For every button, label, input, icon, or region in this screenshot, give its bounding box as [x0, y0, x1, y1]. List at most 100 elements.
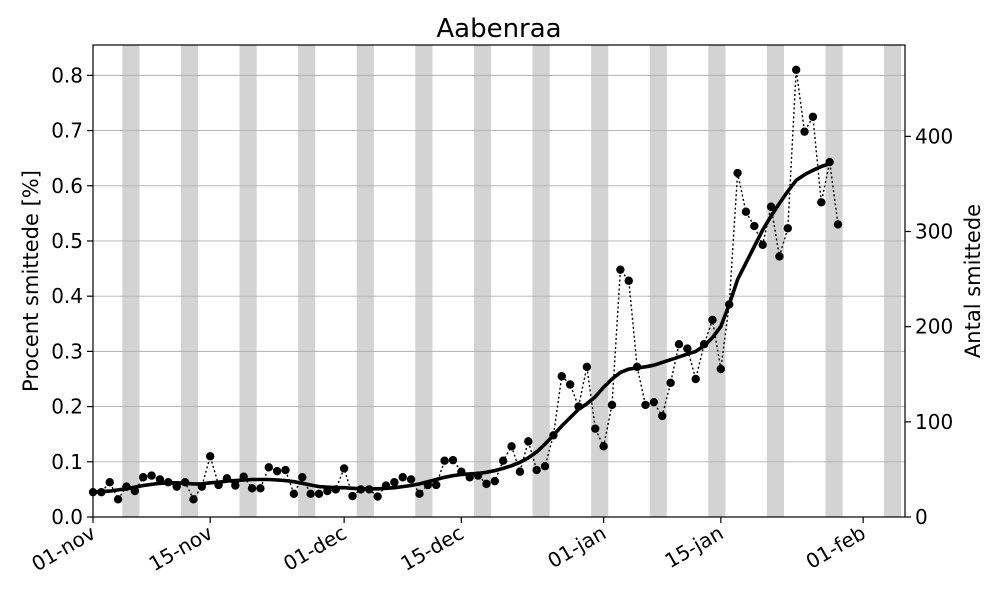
weekend-band: [884, 45, 902, 517]
data-point: [390, 478, 399, 487]
data-point: [532, 465, 541, 475]
y-tick-label: 0.3: [51, 339, 83, 363]
data-point: [147, 471, 156, 480]
data-point: [440, 456, 449, 465]
weekend-band: [122, 45, 140, 517]
data-point: [398, 473, 407, 482]
data-point: [498, 456, 508, 465]
data-point: [298, 473, 307, 482]
series-layer: [88, 65, 843, 504]
y-axis-right: 0 100 200 300 400: [905, 124, 953, 529]
weekend-band: [356, 45, 374, 517]
data-point: [348, 491, 357, 501]
y-tick-label: 0.6: [51, 174, 83, 198]
weekend-band: [473, 45, 492, 517]
weekend-band: [649, 45, 667, 517]
data-point: [264, 463, 273, 472]
y-tick-label: 0.8: [51, 63, 83, 87]
data-point: [591, 424, 600, 433]
data-point: [791, 65, 801, 75]
y2-tick-label: 300: [915, 220, 953, 244]
data-point: [272, 466, 282, 476]
plot-frame: [92, 44, 906, 518]
y2-tick-label: 400: [915, 124, 953, 148]
y2-tick-label: 0: [915, 505, 928, 529]
weekend-band: [415, 45, 433, 517]
data-point: [448, 455, 458, 465]
x-tick-label: 01-dec: [279, 521, 350, 576]
data-point: [339, 464, 349, 473]
data-point: [540, 462, 550, 471]
x-tick-label: 15-dec: [396, 521, 467, 576]
data-point: [775, 252, 784, 261]
data-point: [105, 478, 114, 487]
weekend-band: [708, 45, 726, 517]
weekend-band: [766, 45, 785, 517]
data-point: [683, 344, 692, 353]
data-point: [565, 380, 575, 389]
data-point: [708, 315, 717, 325]
data-point: [189, 495, 198, 504]
y-tick-label: 0.0: [51, 505, 83, 529]
weekend-band: [298, 45, 316, 517]
data-point: [482, 479, 491, 489]
data-point: [649, 397, 659, 407]
x-tick-label: 15-nov: [145, 520, 217, 576]
data-point: [817, 198, 826, 207]
x-axis: 01-nov 15-nov 01-dec 15-dec 01-jan 15-jan 01-f…: [27, 517, 870, 576]
data-point: [658, 411, 667, 421]
data-point: [783, 224, 793, 233]
data-point: [624, 276, 633, 285]
data-point: [113, 495, 123, 504]
data-point: [808, 112, 818, 121]
y-tick-label: 0.2: [51, 395, 83, 419]
weekend-shading: [122, 45, 902, 517]
x-tick-label: 01-jan: [543, 521, 610, 573]
chart-title: Aabenraa: [436, 14, 561, 44]
data-point: [231, 481, 240, 490]
data-point: [741, 207, 751, 216]
data-point: [557, 372, 566, 381]
data-point: [139, 473, 148, 482]
data-point: [733, 168, 742, 178]
weekend-band: [239, 45, 257, 517]
weekend-band: [825, 45, 843, 517]
data-point: [314, 489, 324, 499]
data-point: [406, 475, 416, 484]
data-point: [247, 484, 257, 493]
data-point: [607, 400, 617, 410]
y2-tick-label: 100: [915, 410, 953, 434]
data-point: [432, 480, 441, 490]
data-point: [599, 442, 608, 451]
data-point: [691, 374, 700, 384]
data-point: [616, 265, 625, 274]
y-tick-label: 0.5: [51, 229, 83, 253]
data-point: [800, 127, 809, 136]
data-point: [750, 221, 759, 231]
data-point: [281, 465, 290, 475]
y-tick-label: 0.1: [51, 450, 83, 474]
data-point: [289, 489, 299, 499]
data-point: [205, 452, 215, 461]
data-point: [666, 378, 675, 388]
data-point: [758, 240, 767, 250]
data-point: [306, 489, 315, 499]
data-point: [766, 202, 776, 211]
data-point: [716, 364, 726, 374]
data-point: [373, 492, 382, 501]
data-point: [415, 489, 424, 499]
x-tick-label: 15-jan: [661, 521, 728, 573]
y-axis-label-left: Procent smittede [%]: [19, 170, 43, 392]
data-point: [833, 220, 843, 229]
weekend-band: [180, 45, 199, 517]
weekend-band: [532, 45, 550, 517]
rolling-average-line: [91, 161, 832, 494]
y-tick-label: 0.4: [51, 284, 83, 308]
y-axis-label-right: Antal smittede: [961, 204, 985, 358]
data-point: [256, 484, 265, 493]
y-axis-left: 0.0 0.1 0.2 0.3 0.4 0.5 0.6 0.7 0.8: [51, 63, 93, 529]
data-point: [507, 442, 516, 451]
data-point: [582, 362, 592, 372]
weekend-band: [591, 45, 609, 517]
